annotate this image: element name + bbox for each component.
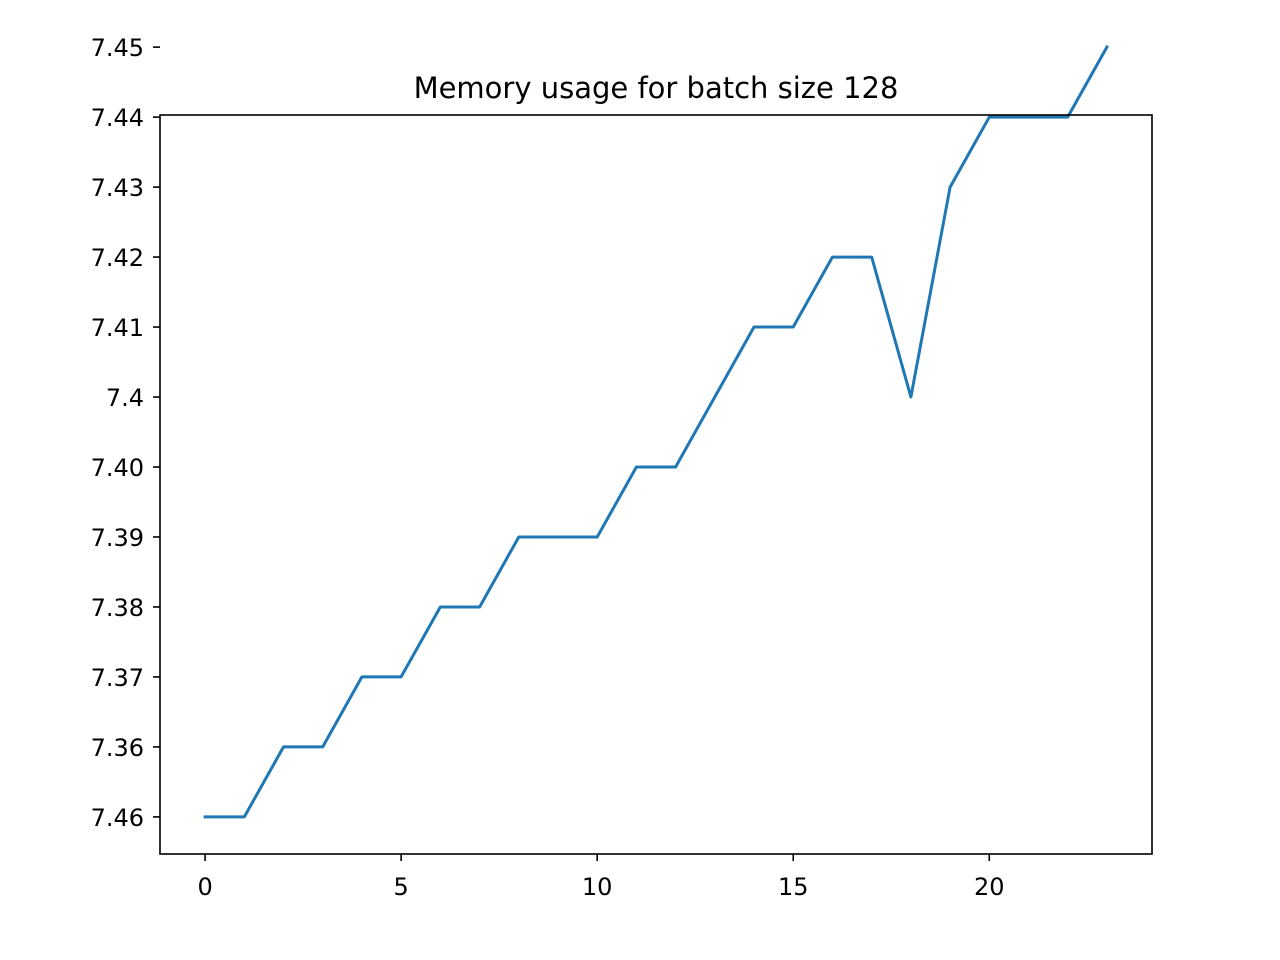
plot-area bbox=[160, 115, 1152, 854]
y-tick-label: 7.40 bbox=[91, 454, 144, 482]
chart-title: Memory usage for batch size 128 bbox=[414, 71, 899, 105]
y-tick-label: 7.41 bbox=[91, 314, 144, 342]
x-tick-label: 0 bbox=[197, 873, 212, 901]
x-axis: 0 5 10 15 20 bbox=[197, 854, 1005, 901]
y-tick-label: 7.36 bbox=[91, 734, 144, 762]
y-axis: 7.46 7.36 7.37 7.38 7.39 7.40 7.4 7.41 7.42 7.43 7… bbox=[91, 34, 160, 832]
x-tick-label: 5 bbox=[393, 873, 408, 901]
plot-frame bbox=[159, 114, 1153, 855]
y-tick-label: 7.44 bbox=[91, 104, 144, 132]
x-tick-label: 10 bbox=[582, 873, 613, 901]
y-tick-label: 7.46 bbox=[91, 804, 144, 832]
y-tick-label: 7.37 bbox=[91, 664, 144, 692]
x-tick-label: 15 bbox=[778, 873, 809, 901]
x-tick-label: 20 bbox=[974, 873, 1005, 901]
y-tick-label: 7.42 bbox=[91, 244, 144, 272]
series-line bbox=[203, 45, 1109, 819]
y-tick-label: 7.43 bbox=[91, 174, 144, 202]
y-tick-label: 7.45 bbox=[91, 34, 144, 62]
y-tick-label: 7.39 bbox=[91, 524, 144, 552]
y-tick-label: 7.38 bbox=[91, 594, 144, 622]
series-layer bbox=[203, 45, 1109, 819]
y-tick-label: 7.4 bbox=[106, 384, 144, 412]
